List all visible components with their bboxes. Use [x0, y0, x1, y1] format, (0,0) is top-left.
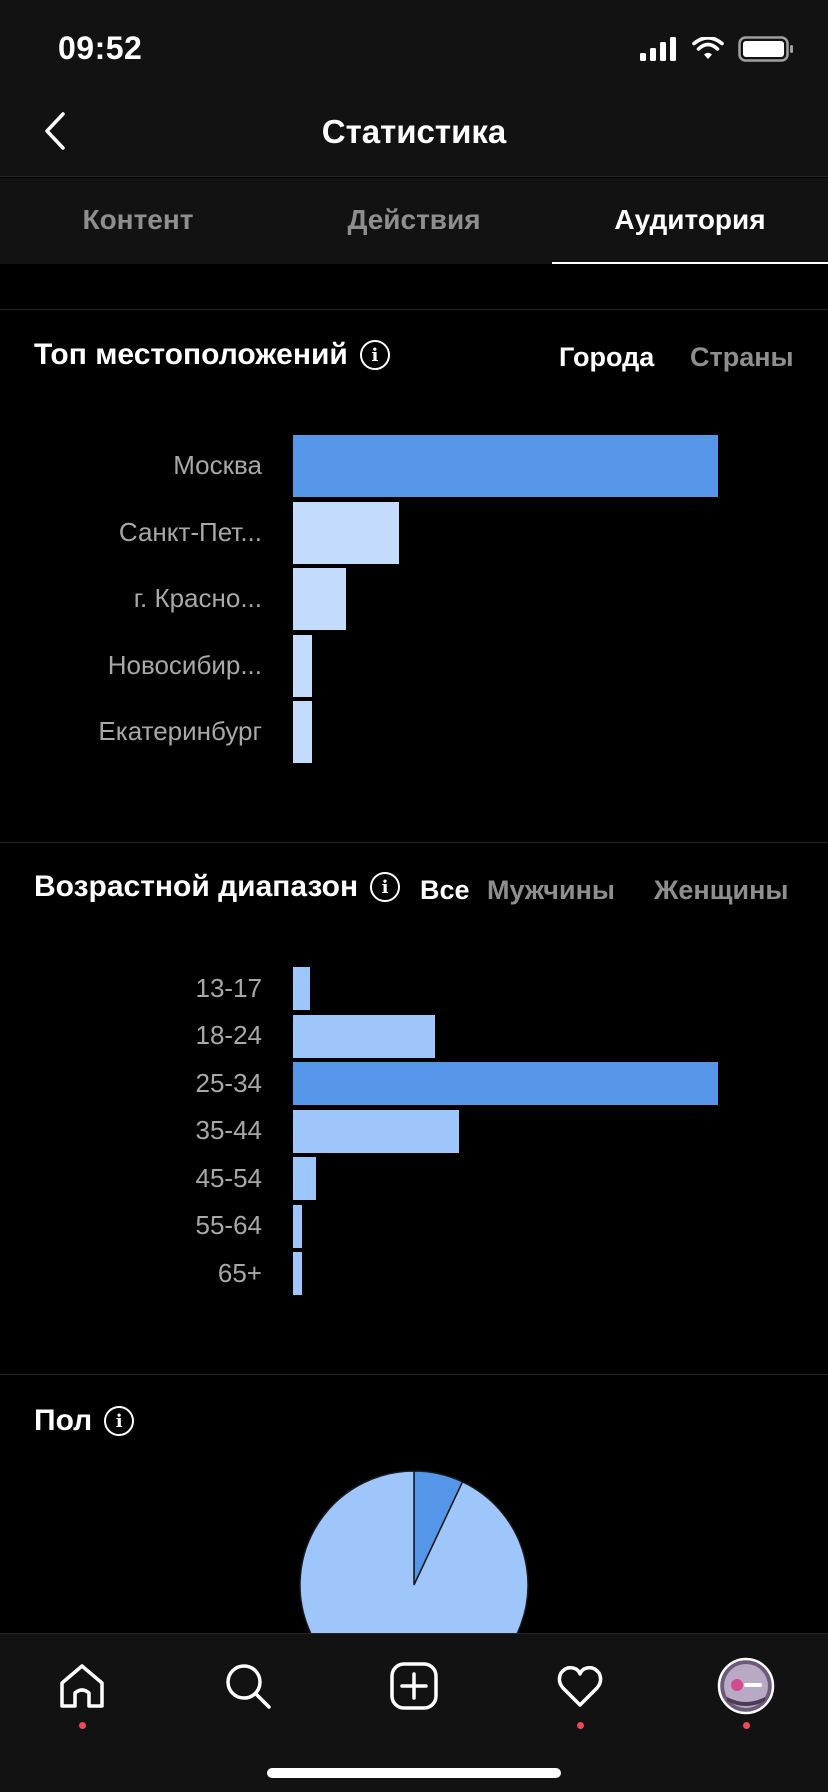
filter-cities[interactable]: Города	[559, 342, 655, 372]
age-section-title: Возрастной диапазон i	[34, 870, 401, 904]
back-button[interactable]	[30, 106, 80, 156]
bar-label: 65+	[217, 1257, 262, 1288]
bar-label: 45-54	[195, 1162, 263, 1193]
info-icon[interactable]: i	[104, 1406, 135, 1436]
bar-label: Москва	[173, 450, 262, 480]
bar	[293, 501, 400, 564]
filter-all[interactable]: Все	[420, 875, 470, 905]
tab-actions[interactable]: Действия	[347, 204, 481, 235]
nav-header: Статистика	[0, 100, 828, 177]
bar-label: 13-17	[195, 972, 263, 1003]
bottom-tab-bar	[0, 1633, 828, 1792]
filter-countries[interactable]: Страны	[690, 342, 794, 372]
notification-dot	[577, 1722, 584, 1729]
page-title: Статистика	[321, 113, 507, 150]
locations-title: Топ местоположений	[34, 338, 348, 371]
home-icon	[60, 1664, 104, 1708]
wifi-icon	[692, 37, 724, 59]
battery-icon	[738, 36, 793, 62]
notification-dot	[79, 1722, 86, 1729]
bar	[293, 1014, 436, 1058]
search-icon	[226, 1664, 271, 1709]
bar-label: г. Красно...	[133, 583, 262, 613]
bar	[293, 1204, 302, 1248]
nav-home[interactable]	[52, 1656, 112, 1716]
bar-label: Екатеринбург	[98, 716, 262, 746]
bar	[293, 967, 310, 1010]
bar	[293, 1157, 317, 1200]
filter-men[interactable]: Мужчины	[487, 875, 615, 905]
bar-label: 55-64	[195, 1210, 263, 1240]
info-icon[interactable]: i	[370, 872, 401, 902]
nav-new-post[interactable]	[384, 1656, 444, 1716]
status-bar: 09:52	[0, 0, 828, 100]
bar	[293, 1109, 459, 1153]
bar-label: 18-24	[195, 1020, 263, 1050]
bar-label: 25-34	[195, 1067, 263, 1098]
notification-dot	[743, 1722, 750, 1729]
bar-label: Санкт-Пет...	[118, 516, 262, 547]
tab-content[interactable]: Контент	[82, 204, 194, 235]
bar	[293, 568, 347, 630]
cellular-signal-icon	[640, 37, 676, 61]
status-icons	[640, 36, 794, 62]
section-divider	[0, 842, 828, 843]
nav-profile[interactable]	[716, 1656, 776, 1716]
bar	[293, 701, 313, 763]
locations-section-title: Топ местоположений i	[34, 338, 390, 372]
activity-heart-icon	[557, 1665, 603, 1707]
nav-activity[interactable]	[550, 1656, 610, 1716]
section-divider	[0, 309, 828, 310]
filter-women[interactable]: Женщины	[654, 875, 789, 905]
gender-section-title: Пол i	[34, 1404, 135, 1438]
status-time: 09:52	[58, 30, 143, 66]
bar-label: Новосибир...	[107, 649, 262, 680]
chevron-left-icon	[45, 112, 65, 150]
bar	[293, 1062, 718, 1105]
bar	[293, 1252, 302, 1295]
new-post-icon	[390, 1662, 438, 1710]
profile-avatar	[717, 1657, 775, 1715]
bar	[293, 435, 718, 497]
bar	[293, 634, 313, 697]
age-title: Возрастной диапазон	[34, 870, 359, 903]
info-icon[interactable]: i	[359, 340, 390, 370]
home-indicator	[267, 1768, 561, 1778]
gender-title: Пол	[34, 1404, 93, 1437]
bar-label: 35-44	[195, 1115, 263, 1145]
tab-audience[interactable]: Аудитория	[552, 178, 828, 264]
nav-search[interactable]	[218, 1656, 278, 1716]
section-divider	[0, 1374, 828, 1375]
tab-bar: Контент Действия Аудитория	[0, 178, 828, 264]
